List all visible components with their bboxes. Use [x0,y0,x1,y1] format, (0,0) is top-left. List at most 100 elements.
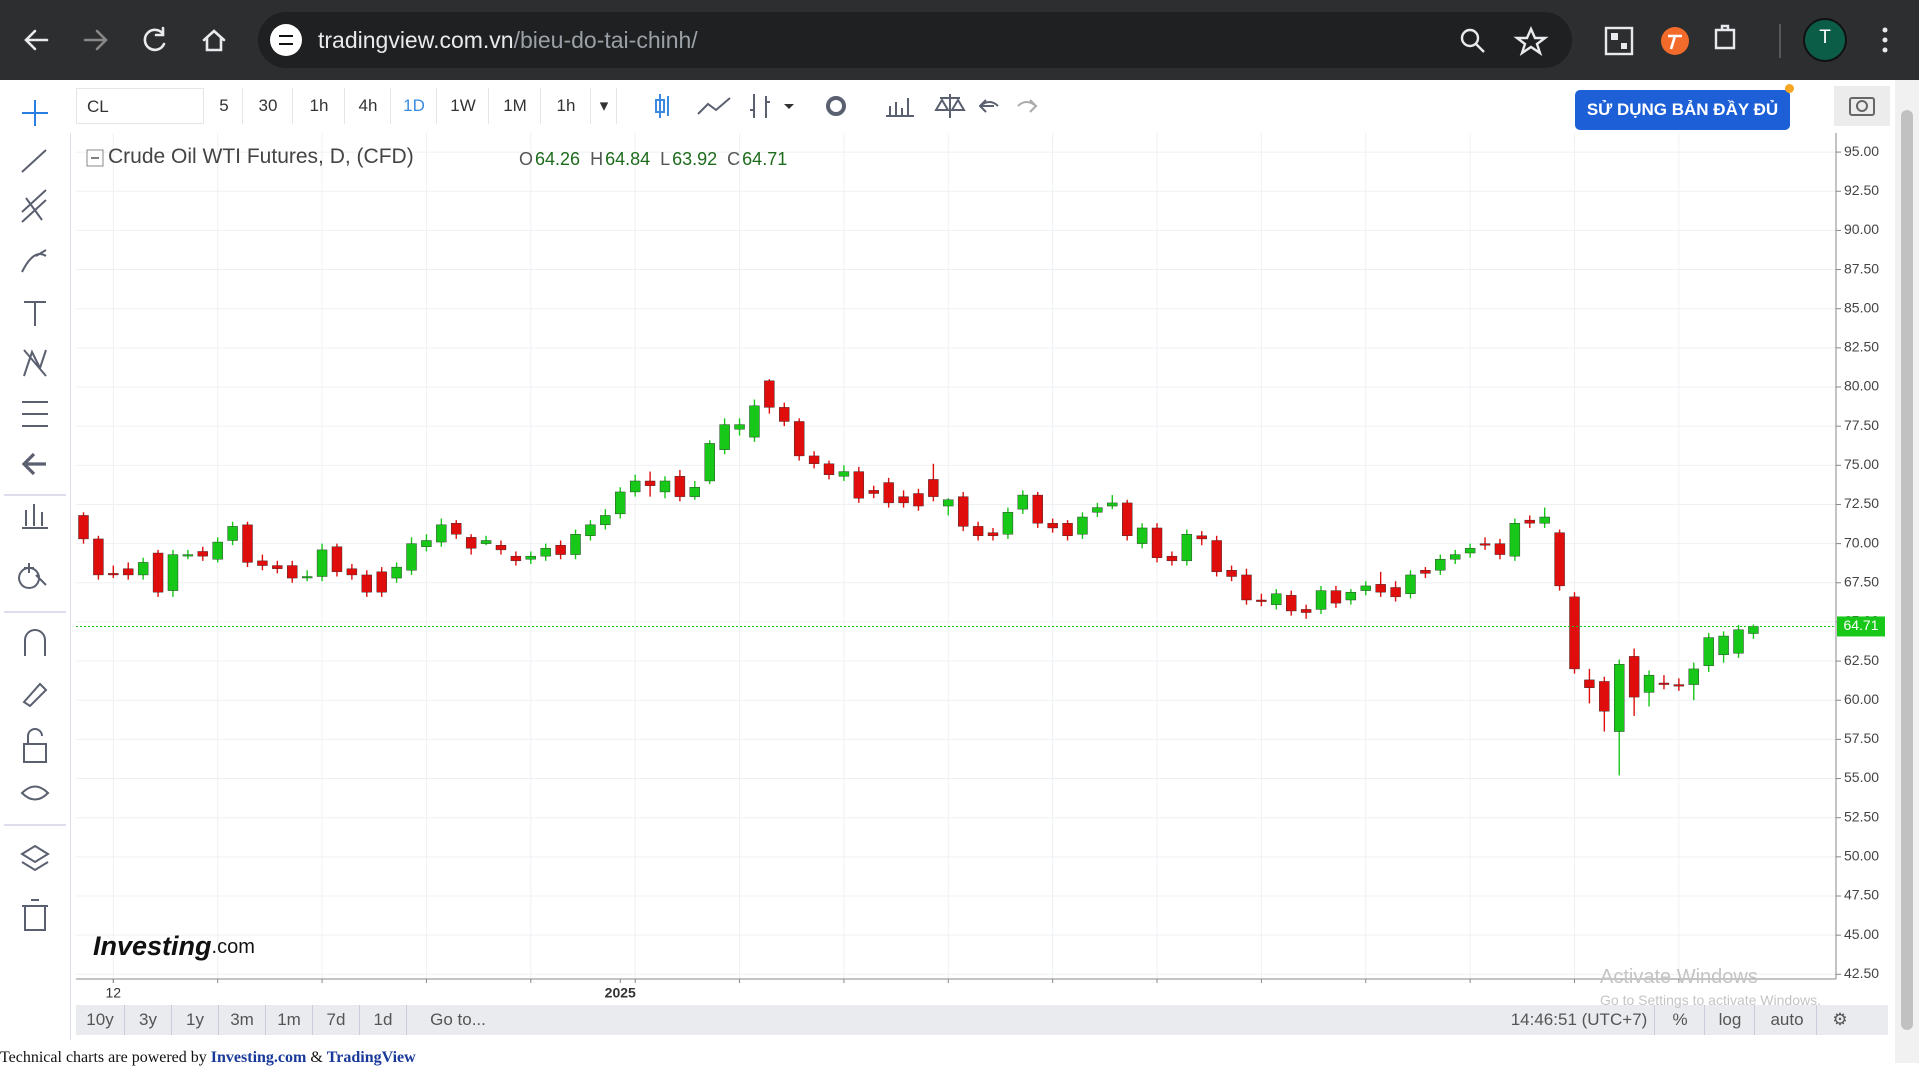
crosshair-tool[interactable] [22,100,48,126]
ohlc-legend: O 64.26 H 64.84 L 63.92 C 64.71 [509,149,787,170]
chart-settings[interactable]: ⚙ [1832,1010,1848,1029]
candle-body [346,568,358,576]
candle-body [793,421,805,457]
balance-button[interactable] [934,94,966,118]
y-tick-label: 47.50 [1844,887,1879,903]
range-button[interactable]: 7d [313,1005,360,1035]
scrollbar [1895,80,1919,1063]
ohlc-key: H [590,149,604,169]
undo-button[interactable] [978,99,999,113]
candle-body [1524,519,1535,524]
range-button[interactable]: 3m [219,1005,266,1035]
investing-link[interactable]: Investing.com [210,1049,307,1066]
scale-button[interactable]: % [1656,1005,1705,1035]
interval-button[interactable]: 1M [490,88,541,124]
scrollbar-thumb[interactable] [1901,110,1913,1030]
brush-tool[interactable] [21,249,47,273]
interval-button[interactable]: 4h [346,88,391,124]
interval-button[interactable]: 1W [438,88,489,124]
candle-body [1360,585,1371,591]
candle-body [629,480,641,493]
studies-button[interactable] [886,98,914,117]
candle-body [1435,559,1446,571]
candle-body [1584,679,1595,688]
candle-body [1286,595,1297,612]
tradingview-link[interactable]: TradingView [326,1049,416,1066]
candle-body [272,565,283,569]
snapshot-button[interactable] [1830,86,1890,126]
measure-tool[interactable] [22,401,48,427]
candle-body [1241,574,1252,601]
candle-body [987,532,999,536]
y-tick-label: 42.50 [1844,965,1879,981]
url-path: /bieu-do-tai-chinh/ [513,27,698,53]
candle-body [1092,507,1103,513]
symbol-input[interactable]: CL [76,88,204,124]
interval-button[interactable]: 1D [392,88,437,124]
zoom-tool[interactable] [18,563,47,589]
candle-body [451,523,462,535]
fib-tool[interactable] [21,189,47,223]
layers-tool[interactable] [20,844,50,872]
ohlc-value: 64.26 [535,149,581,169]
candle-body [1107,502,1118,507]
candle-body [316,549,328,577]
full-version-button[interactable]: SỬ DỤNG BẢN ĐẦY ĐỦ [1575,90,1790,130]
nav-icons [24,26,226,52]
site-info-icon[interactable] [270,24,302,56]
interval-dropdown[interactable]: ▾ [592,88,617,124]
candle-body [1151,527,1163,558]
forward-button[interactable] [83,29,108,51]
candle-body [1166,555,1178,562]
compare-button[interactable] [697,97,731,115]
candle-body [1628,656,1640,698]
profile-avatar[interactable]: T [1819,27,1831,48]
range-button[interactable]: 1d [360,1005,407,1035]
goto-button[interactable]: Go to... [430,1010,486,1029]
lock-tool[interactable] [23,728,47,763]
magnet-tool[interactable] [24,629,46,656]
back-button[interactable] [24,29,49,51]
trendline-tool[interactable] [21,149,47,173]
candle-body [1673,684,1685,687]
candle-body [1718,635,1729,656]
stay-drawing-tool[interactable] [22,682,48,708]
range-button[interactable]: 3y [125,1005,172,1035]
candle-body [719,424,730,450]
address-bar[interactable]: tradingview.com.vn/bieu-do-tai-chinh/ [258,12,1572,68]
range-button[interactable]: 1y [172,1005,219,1035]
candle-body [555,544,566,555]
reload-button[interactable] [143,26,166,52]
scale-button[interactable]: log [1706,1005,1755,1035]
indicators-button[interactable] [750,94,770,118]
x-tick-label: 2025 [605,985,636,1001]
range-button[interactable]: 1m [266,1005,313,1035]
candle-body [585,524,596,536]
candle-body [764,380,775,408]
text-tool[interactable] [24,301,46,326]
interval-button[interactable]: 5 [206,88,243,124]
back-tool[interactable] [21,452,46,476]
interval-button[interactable]: 1h [294,88,345,124]
candle-body [1554,532,1565,587]
settings-button[interactable] [826,96,846,116]
y-tick-label: 95.00 [1844,143,1879,159]
chart-type-button[interactable] [655,94,669,118]
redo-button[interactable] [1017,99,1038,113]
indicator-tool[interactable] [22,504,48,529]
candle-body [1569,596,1580,670]
candle-body [1658,682,1670,685]
scale-button[interactable]: auto [1758,1005,1817,1035]
home-button[interactable] [202,29,226,52]
interval-button[interactable]: 1h [542,88,591,124]
candle-body [1271,593,1282,605]
range-button[interactable]: 10y [76,1005,125,1035]
interval-button[interactable]: 30 [244,88,293,124]
pattern-tool[interactable] [23,349,47,377]
collapse-icon[interactable] [86,149,106,169]
visibility-tool[interactable] [20,785,50,801]
trash-tool[interactable] [22,899,48,931]
candle-body [1330,590,1342,604]
y-tick-label: 75.00 [1844,456,1879,472]
y-tick-label: 55.00 [1844,769,1879,785]
